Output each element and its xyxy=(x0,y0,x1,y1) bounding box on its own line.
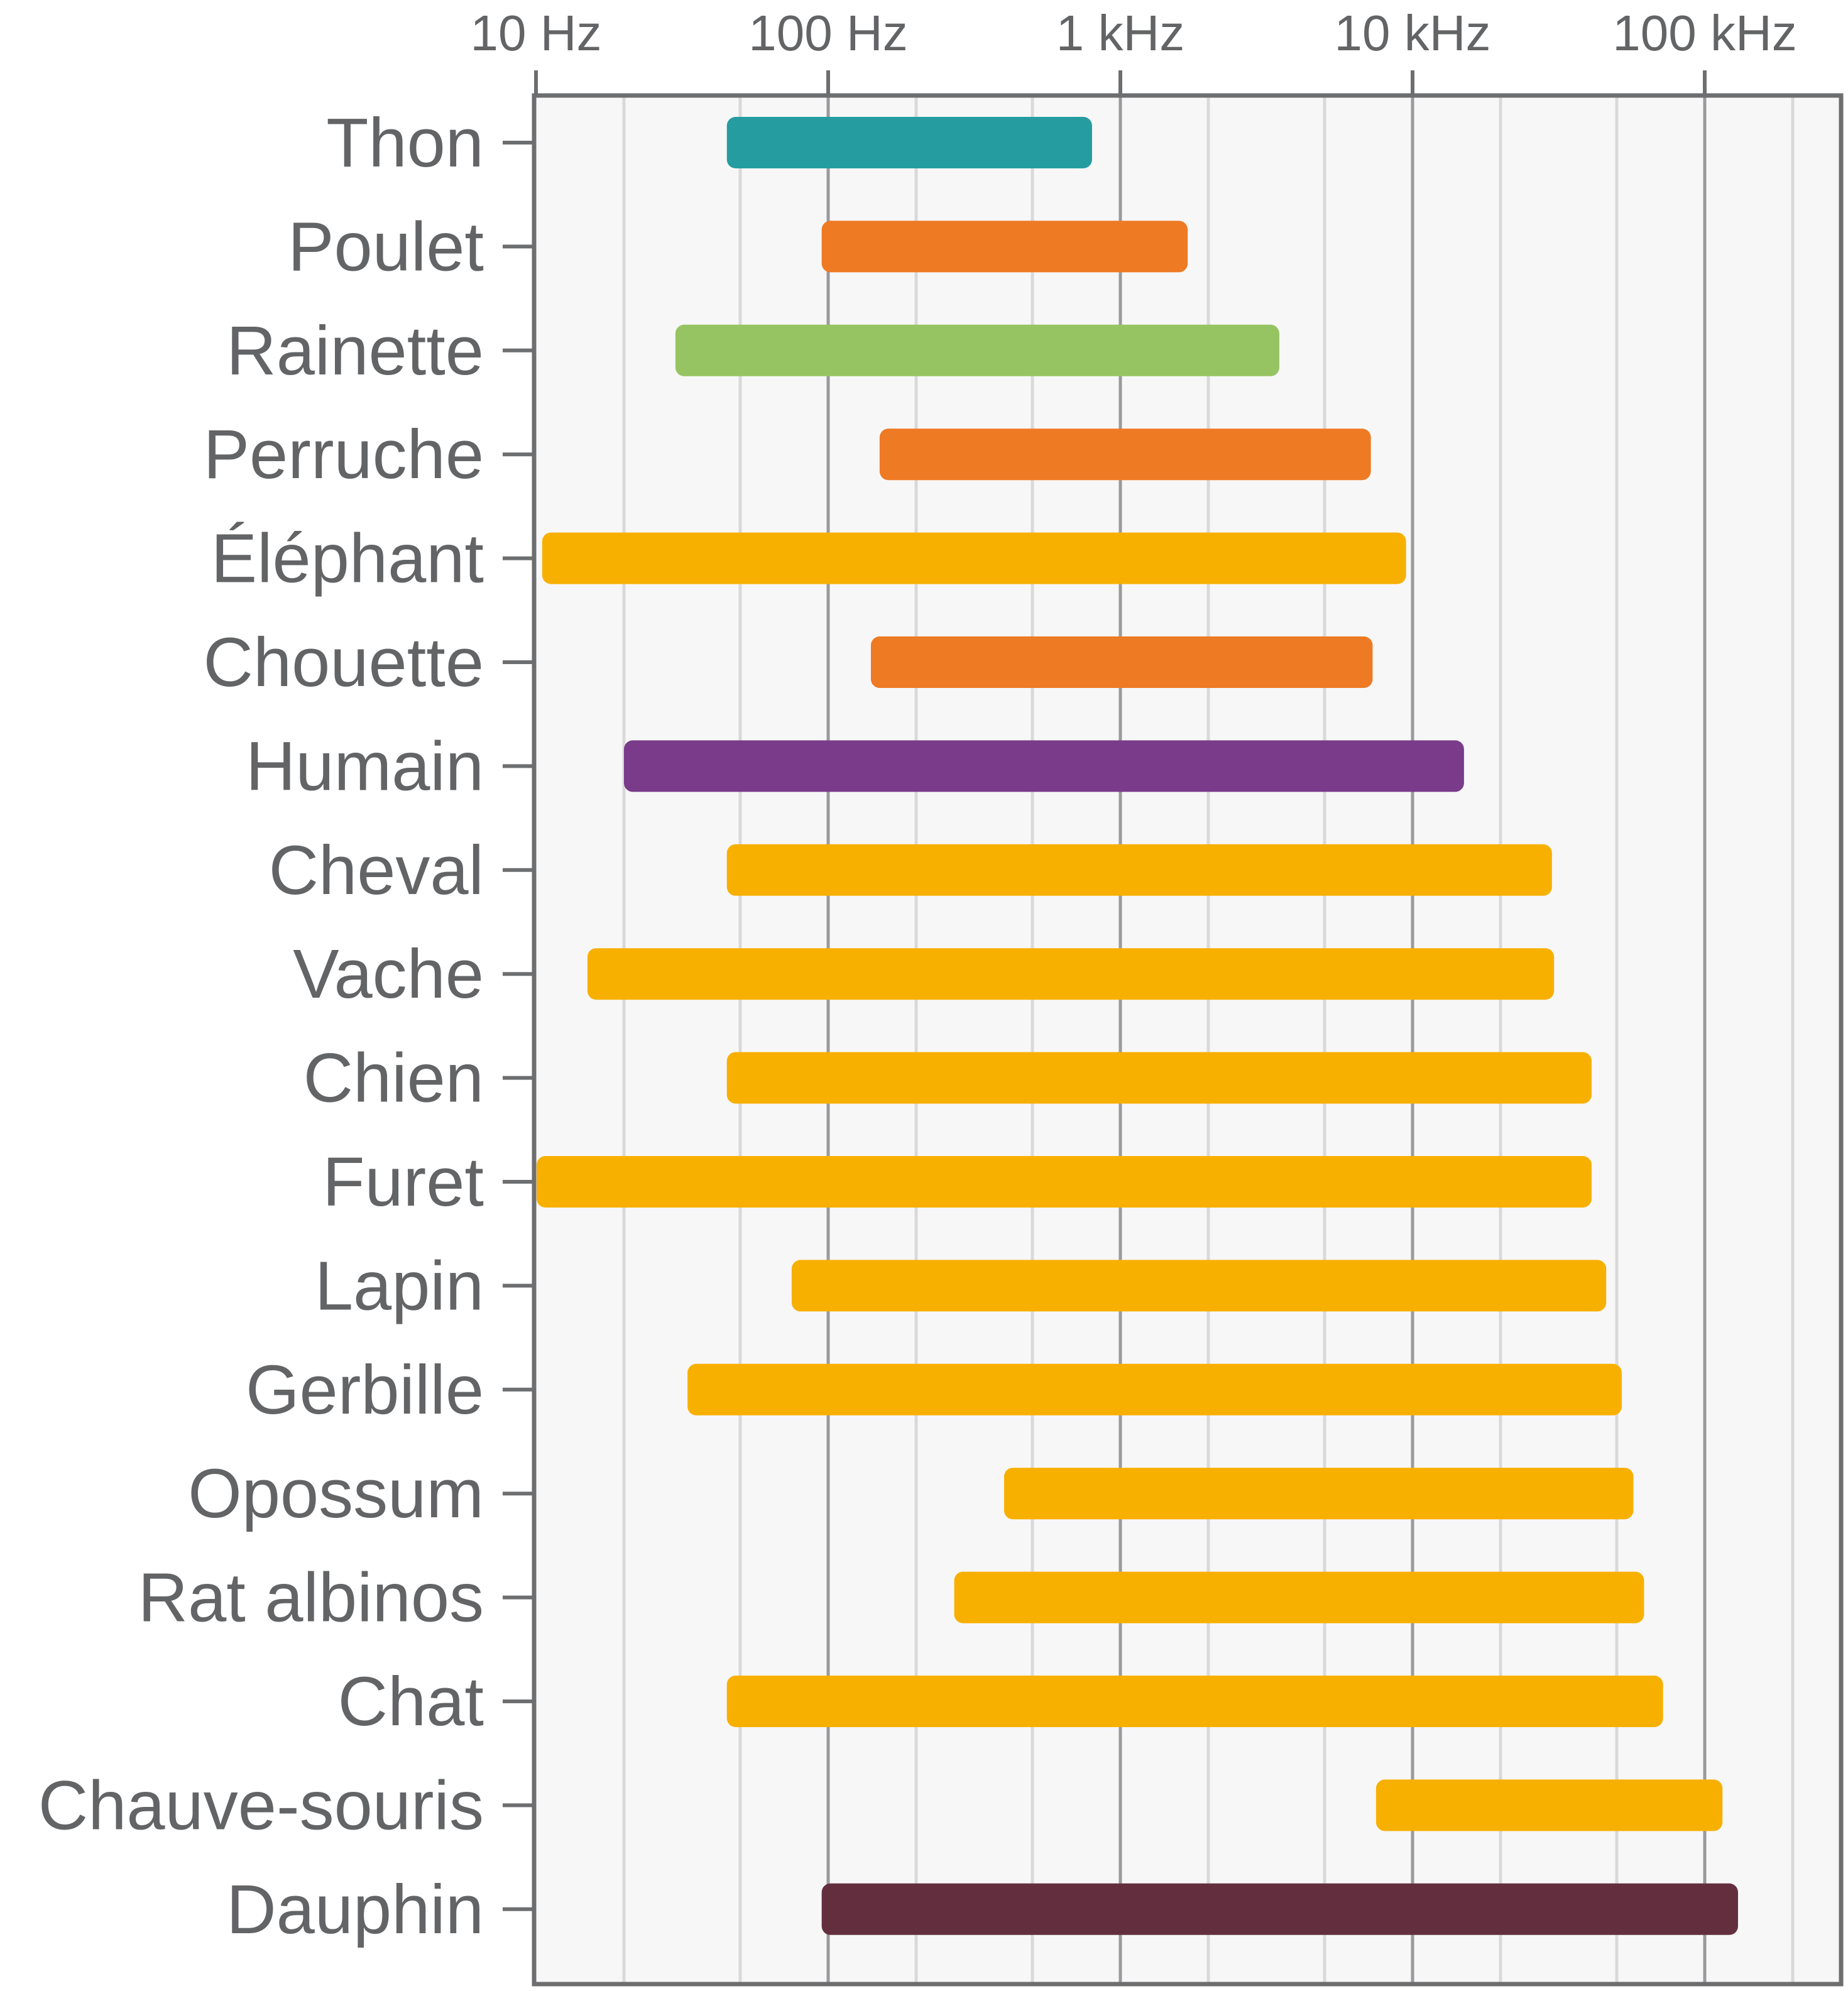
range-bar xyxy=(587,948,1555,1000)
range-bar xyxy=(623,740,1464,792)
range-bar xyxy=(791,1260,1607,1312)
x-tick-label: 100 kHz xyxy=(1612,5,1796,61)
range-bar xyxy=(954,1571,1644,1623)
x-tick-label: 10 Hz xyxy=(471,5,602,61)
range-bar xyxy=(726,117,1092,168)
category-label: Perruche xyxy=(204,416,484,493)
category-label: Opossum xyxy=(188,1455,484,1532)
range-bar xyxy=(675,324,1279,376)
x-tick-label: 1 kHz xyxy=(1056,5,1185,61)
range-bar xyxy=(879,428,1371,481)
category-label: Rat albinos xyxy=(138,1559,484,1637)
category-label: Gerbille xyxy=(246,1351,484,1429)
y-ticks xyxy=(503,141,534,1911)
category-label: Thon xyxy=(326,104,484,182)
x-tick-label: 10 kHz xyxy=(1335,5,1491,61)
bars xyxy=(537,117,1738,1935)
plot-frame xyxy=(532,93,1844,1987)
range-bar xyxy=(542,532,1406,584)
category-label: Furet xyxy=(322,1143,484,1221)
range-bar xyxy=(726,844,1552,896)
range-bar xyxy=(870,636,1373,688)
minor-grid xyxy=(622,95,1795,1984)
range-bar xyxy=(821,1883,1738,1935)
category-label: Éléphant xyxy=(211,520,484,597)
plot-background xyxy=(534,95,1841,1984)
major-grid xyxy=(826,95,1707,1984)
category-label: Dauphin xyxy=(226,1871,484,1948)
category-label: Cheval xyxy=(269,832,484,909)
x-tick-label: 100 Hz xyxy=(748,5,907,61)
x-ticks xyxy=(534,70,1707,95)
category-label: Chouette xyxy=(204,624,484,701)
range-bar xyxy=(821,221,1188,273)
category-label: Poulet xyxy=(288,208,484,285)
range-bar xyxy=(537,1156,1592,1208)
category-label: Vache xyxy=(293,935,484,1013)
range-bar xyxy=(726,1676,1663,1727)
category-label: Chien xyxy=(303,1040,484,1117)
range-bar xyxy=(726,1052,1592,1104)
range-bar xyxy=(687,1363,1622,1416)
category-label: Chat xyxy=(338,1663,484,1740)
category-label: Humain xyxy=(246,728,484,805)
category-label: Chauve-souris xyxy=(38,1767,484,1844)
category-label: Rainette xyxy=(226,312,484,390)
range-bar xyxy=(1003,1468,1634,1520)
category-labels: Thon Poulet Rainette Perruche Éléphant Chouet… xyxy=(38,104,484,1948)
x-tick-labels: 10 Hz 100 Hz 1 kHz 10 kHz 100 kHz xyxy=(471,5,1797,61)
category-label: Lapin xyxy=(315,1247,484,1324)
range-bar xyxy=(1375,1779,1723,1831)
